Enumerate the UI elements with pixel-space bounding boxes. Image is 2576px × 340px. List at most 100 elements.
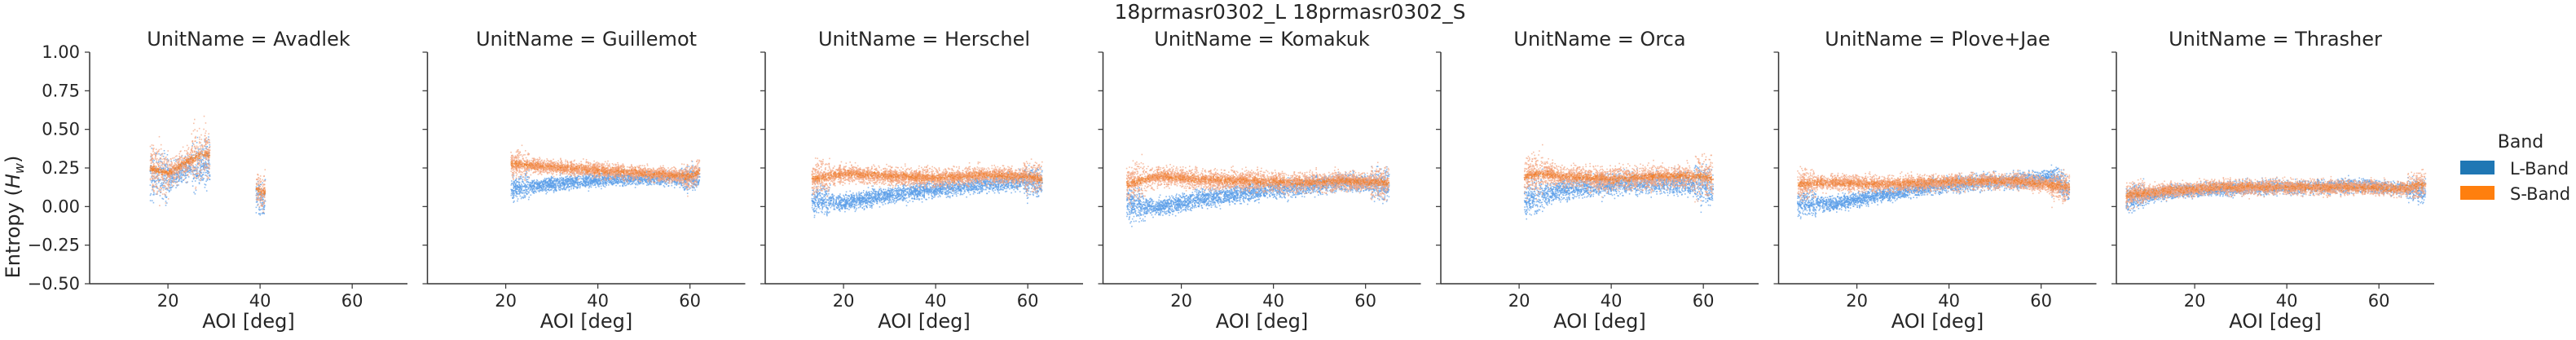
data-point-s-band <box>200 145 201 147</box>
data-point-s-band <box>155 186 156 188</box>
data-point-s-band <box>258 187 260 188</box>
data-point-s-band <box>170 177 172 179</box>
data-point-s-band <box>201 139 203 140</box>
data-point-l-band <box>200 164 202 166</box>
data-point-s-band <box>198 163 200 165</box>
data-point-s-band <box>153 153 155 155</box>
data-point-l-band <box>624 185 626 187</box>
data-point-s-band <box>192 146 193 148</box>
data-point-s-band <box>264 187 266 188</box>
data-point-s-band <box>259 180 261 182</box>
data-point-s-band <box>152 189 154 191</box>
data-point-s-band <box>180 157 182 158</box>
data-point-s-band <box>182 155 183 157</box>
data-point-s-band <box>183 173 185 174</box>
data-point-s-band <box>154 177 156 179</box>
data-point-s-band <box>192 150 194 152</box>
data-point-s-band <box>209 168 210 170</box>
data-point-s-band <box>197 159 199 161</box>
data-point-s-band <box>183 174 185 176</box>
data-point-s-band <box>185 166 187 168</box>
y-tick-label: 1.00 <box>42 42 80 62</box>
data-point-s-band <box>196 187 197 188</box>
data-point-l-band <box>164 150 165 152</box>
data-point-s-band <box>204 166 205 168</box>
data-point-s-band <box>206 142 208 144</box>
data-point-s-band <box>155 182 156 183</box>
data-point-l-band <box>526 171 527 173</box>
data-point-s-band <box>168 179 170 181</box>
data-point-s-band <box>205 157 207 158</box>
data-point-s-band <box>164 185 165 187</box>
data-point-s-band <box>186 158 187 160</box>
panel-title: UnitName = Avadlek <box>147 28 350 51</box>
data-point-s-band <box>172 185 174 187</box>
data-point-s-band <box>170 170 172 171</box>
data-point-l-band <box>513 201 514 203</box>
data-point-s-band <box>156 166 157 167</box>
data-point-s-band <box>188 172 190 174</box>
data-point-s-band <box>205 144 207 145</box>
data-point-l-band <box>258 209 260 210</box>
data-point-l-band <box>195 193 196 195</box>
data-point-s-band <box>196 177 197 179</box>
data-point-s-band <box>161 171 162 173</box>
data-point-l-band <box>203 172 205 174</box>
data-point-s-band <box>158 150 160 152</box>
data-point-l-band <box>154 160 156 161</box>
data-point-s-band <box>209 142 211 144</box>
data-point-s-band <box>173 182 174 183</box>
data-point-s-band <box>262 186 264 188</box>
data-point-s-band <box>164 180 165 182</box>
data-point-s-band <box>161 179 162 181</box>
data-point-s-band <box>164 159 165 161</box>
data-point-l-band <box>166 196 168 198</box>
data-point-s-band <box>200 148 202 149</box>
data-point-s-band <box>161 148 162 150</box>
data-point-l-band <box>256 212 258 214</box>
data-point-s-band <box>192 157 193 158</box>
data-point-s-band <box>157 176 159 178</box>
data-point-s-band <box>151 163 152 165</box>
data-point-s-band <box>265 200 266 201</box>
data-point-s-band <box>263 180 265 182</box>
data-point-s-band <box>154 152 156 154</box>
data-point-s-band <box>208 166 209 168</box>
data-point-s-band <box>194 157 196 159</box>
data-point-s-band <box>152 155 153 157</box>
data-point-s-band <box>180 159 182 161</box>
data-point-s-band <box>152 158 154 160</box>
data-point-s-band <box>201 151 203 152</box>
data-point-l-band <box>156 173 158 174</box>
data-point-s-band <box>199 157 200 159</box>
data-point-s-band <box>258 183 259 184</box>
data-point-s-band <box>169 165 170 166</box>
data-point-l-band <box>582 178 583 179</box>
data-point-s-band <box>194 150 196 152</box>
data-point-s-band <box>156 187 158 188</box>
data-point-l-band <box>261 209 262 210</box>
data-point-s-band <box>165 178 167 179</box>
data-point-l-band <box>188 176 190 178</box>
data-point-s-band <box>175 183 177 184</box>
data-point-s-band <box>205 148 207 149</box>
data-point-s-band <box>181 176 183 178</box>
data-point-l-band <box>158 161 160 162</box>
data-point-s-band <box>184 171 186 173</box>
data-point-s-band <box>261 195 262 196</box>
data-point-s-band <box>265 169 266 170</box>
data-point-l-band <box>263 213 265 214</box>
data-point-l-band <box>256 207 258 209</box>
data-point-s-band <box>150 146 152 148</box>
data-point-s-band <box>158 174 160 176</box>
data-point-l-band <box>202 179 204 181</box>
data-point-s-band <box>204 145 205 147</box>
data-point-s-band <box>192 171 193 173</box>
data-point-s-band <box>190 152 192 153</box>
data-point-s-band <box>261 181 262 183</box>
data-point-l-band <box>528 199 530 201</box>
data-point-l-band <box>152 194 154 196</box>
data-point-s-band <box>178 170 179 172</box>
data-point-l-band <box>164 178 165 179</box>
